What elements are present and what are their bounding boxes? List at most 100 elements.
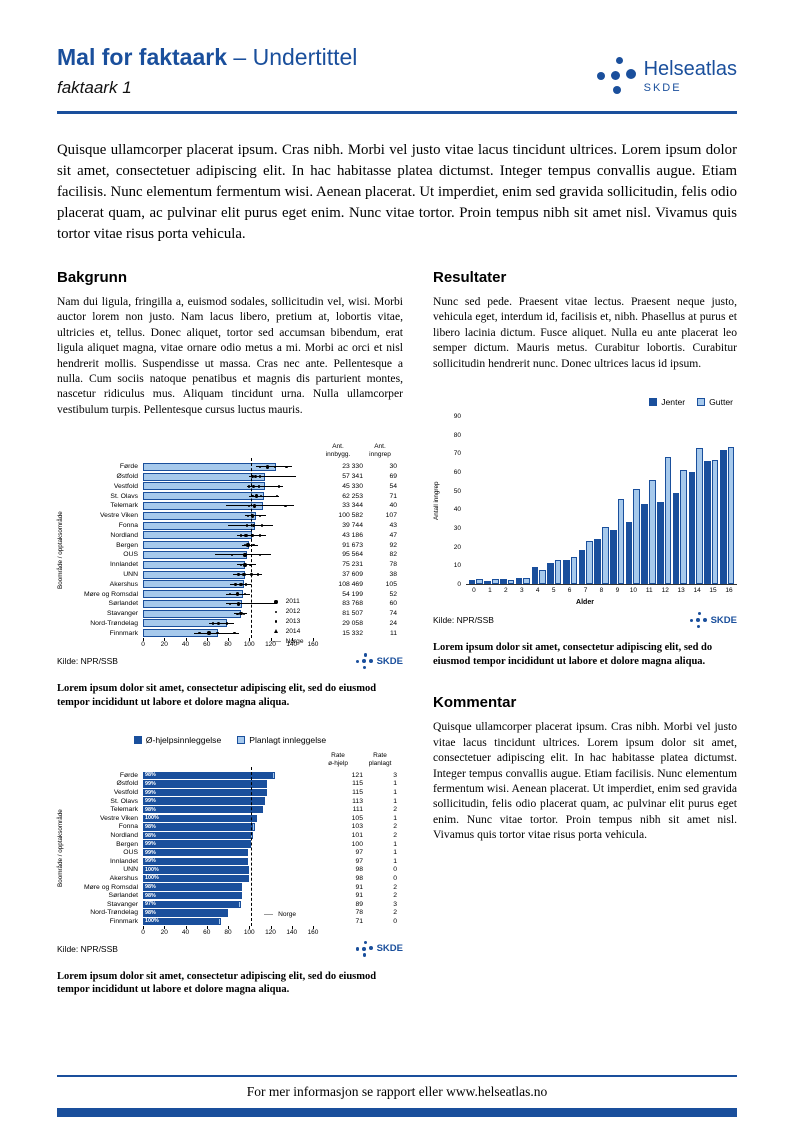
- y-axis-label: Boområde / opptaksområde: [57, 511, 64, 589]
- legend-item: 2013: [272, 617, 304, 627]
- year-marker: [235, 592, 240, 596]
- bar: [143, 560, 245, 569]
- value-inngrep: 2: [393, 892, 397, 900]
- value-innbygg: 43 186: [342, 531, 363, 539]
- colhead-1: Rate ø-hjelp: [328, 752, 348, 768]
- axis-tick-label: 0: [472, 587, 476, 595]
- legend-label: 2014: [285, 627, 301, 635]
- legend-marker: [272, 600, 281, 604]
- norge-dash-marker: [264, 914, 274, 916]
- value-innbygg: 95 564: [342, 551, 363, 559]
- bar-gutter: [727, 446, 735, 585]
- bar-gutter: [586, 541, 593, 585]
- value-inngrep: 3: [393, 771, 397, 779]
- skde-logo-text: SKDE: [376, 943, 403, 955]
- two-column-layout: Bakgrunn Nam dui ligula, fringilla a, eu…: [57, 269, 737, 1023]
- bakgrunn-heading: Bakgrunn: [57, 269, 128, 286]
- bakgrunn-body: Nam dui ligula, fringilla a, euismod sod…: [57, 295, 403, 416]
- triangle-marker: [274, 629, 279, 634]
- year-marker: [258, 553, 262, 557]
- year-marker: [284, 504, 287, 508]
- bar-group: [499, 417, 515, 585]
- error-whisker: [247, 485, 284, 487]
- year-marker: [233, 632, 236, 635]
- legend-item: 2014: [272, 626, 304, 636]
- x-axis-title: Alder: [576, 599, 594, 607]
- value-inngrep: 30: [389, 463, 397, 471]
- row-track: [143, 619, 313, 629]
- table-row: Sørlandet 83 768 60: [57, 599, 403, 609]
- chart-admission-type: Ø-hjelpsinnleggelse Planlagt innleggelse R…: [57, 735, 403, 957]
- bar-percent-label: 100%: [145, 875, 159, 882]
- year-marker: [243, 553, 247, 557]
- row-label: OUS: [123, 551, 138, 559]
- table-row: UNN 100% 98 0: [57, 866, 403, 875]
- row-track: [143, 491, 313, 501]
- bar-stack: 97%: [143, 900, 241, 909]
- source-label: Kilde: NPR/SSB: [57, 943, 118, 954]
- table-row: St. Olavs 99% 113 1: [57, 797, 403, 806]
- axis-tick-label: 80: [224, 928, 232, 936]
- row-label: Vestfold: [113, 789, 138, 797]
- year-marker: [244, 583, 248, 586]
- table-row: UNN 37 609 38: [57, 570, 403, 580]
- logo-dot: [696, 624, 700, 628]
- legend-label: Jenter: [661, 397, 686, 408]
- year-marker: [239, 563, 242, 566]
- row-label: Østfold: [116, 780, 138, 788]
- value-inngrep: 24: [389, 619, 397, 627]
- table-row: Stavanger 97% 89 3: [57, 900, 403, 909]
- bar-jenter: [641, 503, 649, 585]
- row-track: [143, 570, 313, 580]
- legend-label: 2013: [285, 618, 301, 626]
- axis-tick-label: 30: [453, 525, 461, 533]
- intro-paragraph: Quisque ullamcorper placerat ipsum. Cras…: [57, 142, 737, 242]
- axis-tick-label: 20: [453, 543, 461, 551]
- table-row: Vestre Viken 100 582 107: [57, 511, 403, 521]
- year-marker: [242, 572, 246, 577]
- chart-legend: Ø-hjelpsinnleggelse Planlagt innleggelse: [57, 735, 403, 745]
- chart-legend: Jenter Gutter: [433, 397, 737, 407]
- column-headers: Ant. innbygg. Ant. inngrep: [57, 443, 403, 459]
- legend-item: Jenter: [649, 397, 685, 407]
- axis-tick-label: 100: [243, 928, 255, 936]
- year-marker: [237, 573, 240, 576]
- year-marker: [246, 514, 250, 517]
- year-marker: [225, 622, 229, 625]
- axis-tick-label: 2: [504, 587, 508, 595]
- bar-group: [672, 417, 688, 585]
- bar-planlagt: [225, 909, 229, 917]
- value-innbygg: 89: [355, 900, 363, 908]
- legend-swatch-jenter: [649, 398, 658, 407]
- value-inngrep: 71: [389, 492, 397, 500]
- bar-jenter: [484, 581, 492, 585]
- bar-planlagt: [237, 900, 241, 909]
- row-label: Nordland: [110, 832, 138, 840]
- bar-jenter: [562, 559, 570, 585]
- kommentar-heading: Kommentar: [433, 694, 517, 712]
- bar-group: [656, 417, 672, 585]
- logo-dot: [610, 71, 620, 80]
- bar-ohjelp: 98%: [143, 823, 253, 831]
- logo-dot: [702, 617, 707, 622]
- page-content: Mal for faktaark – Undertittel faktaark …: [57, 44, 737, 1023]
- bar-ohjelp: 98%: [143, 805, 261, 814]
- value-innbygg: 98: [355, 874, 363, 882]
- logo-dot: [689, 618, 693, 622]
- bar: [143, 472, 266, 481]
- value-inngrep: 107: [385, 512, 397, 520]
- bar-percent-label: 99%: [145, 780, 156, 787]
- value-inngrep: 2: [393, 806, 397, 814]
- legend-item: Planlagt innleggelse: [237, 735, 326, 745]
- plot-area-wrap: Antall inngrep 0 10 20 30 40 50 60 70 80 90: [433, 413, 737, 588]
- bar-jenter: [657, 501, 664, 585]
- plot-rows: Boområde / opptaksområde Førde 98% 121 3 Østf…: [57, 767, 403, 926]
- chart2-caption: Lorem ipsum dolor sit amet, consectetur …: [433, 642, 713, 667]
- table-row: Akershus 108 469 105: [57, 579, 403, 589]
- error-whisker: [228, 525, 273, 527]
- row-track: 100%: [143, 866, 313, 875]
- row-track: 98%: [143, 771, 313, 780]
- footer-bar: [57, 1108, 737, 1117]
- year-marker: [248, 504, 251, 508]
- norge-reference-line: [251, 457, 253, 639]
